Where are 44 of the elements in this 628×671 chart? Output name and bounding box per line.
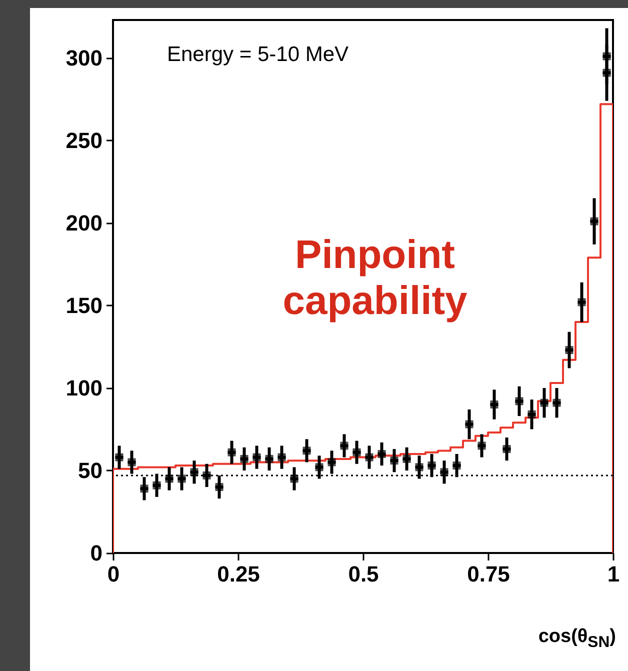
point xyxy=(478,442,486,450)
point xyxy=(215,482,224,491)
point xyxy=(452,462,461,470)
point xyxy=(515,397,524,406)
y-tick-label: 200 xyxy=(66,210,102,236)
annotation: Pinpoint capability xyxy=(282,233,468,323)
y-tick-label: 250 xyxy=(66,128,102,153)
point xyxy=(590,217,598,226)
x-tick-label: 0 xyxy=(107,562,120,586)
point xyxy=(202,471,211,480)
point xyxy=(602,68,611,77)
point xyxy=(115,453,124,462)
point xyxy=(365,453,374,462)
point xyxy=(128,458,136,466)
point xyxy=(228,448,236,456)
point xyxy=(340,442,348,450)
point xyxy=(602,52,611,60)
point xyxy=(465,420,474,428)
x-tick-label: 0.25 xyxy=(217,562,260,586)
point xyxy=(290,474,298,483)
y-tick-label: 100 xyxy=(66,375,102,400)
y-tick-label: 0 xyxy=(90,540,102,566)
point xyxy=(315,463,324,472)
x-axis-title: cos(θ$_{SN}$) xyxy=(538,626,616,652)
point xyxy=(440,468,448,476)
point xyxy=(565,346,574,354)
point xyxy=(190,468,198,476)
point xyxy=(502,445,511,454)
point xyxy=(490,400,498,408)
point xyxy=(302,446,311,455)
point xyxy=(140,484,148,493)
point xyxy=(328,458,336,466)
x-tick-label: 1 xyxy=(607,562,620,586)
point xyxy=(528,410,536,418)
y-tick-label: 50 xyxy=(78,458,102,483)
point xyxy=(578,298,586,306)
point xyxy=(152,481,161,490)
y-tick-label: 150 xyxy=(66,292,102,318)
x-tick-label: 0.75 xyxy=(467,562,510,586)
point xyxy=(378,450,386,458)
x-tick-label: 0.5 xyxy=(348,562,379,586)
y-tick-label: 300 xyxy=(66,45,102,70)
point xyxy=(352,448,361,456)
annotation: Energy = 5-10 MeV xyxy=(167,43,349,66)
